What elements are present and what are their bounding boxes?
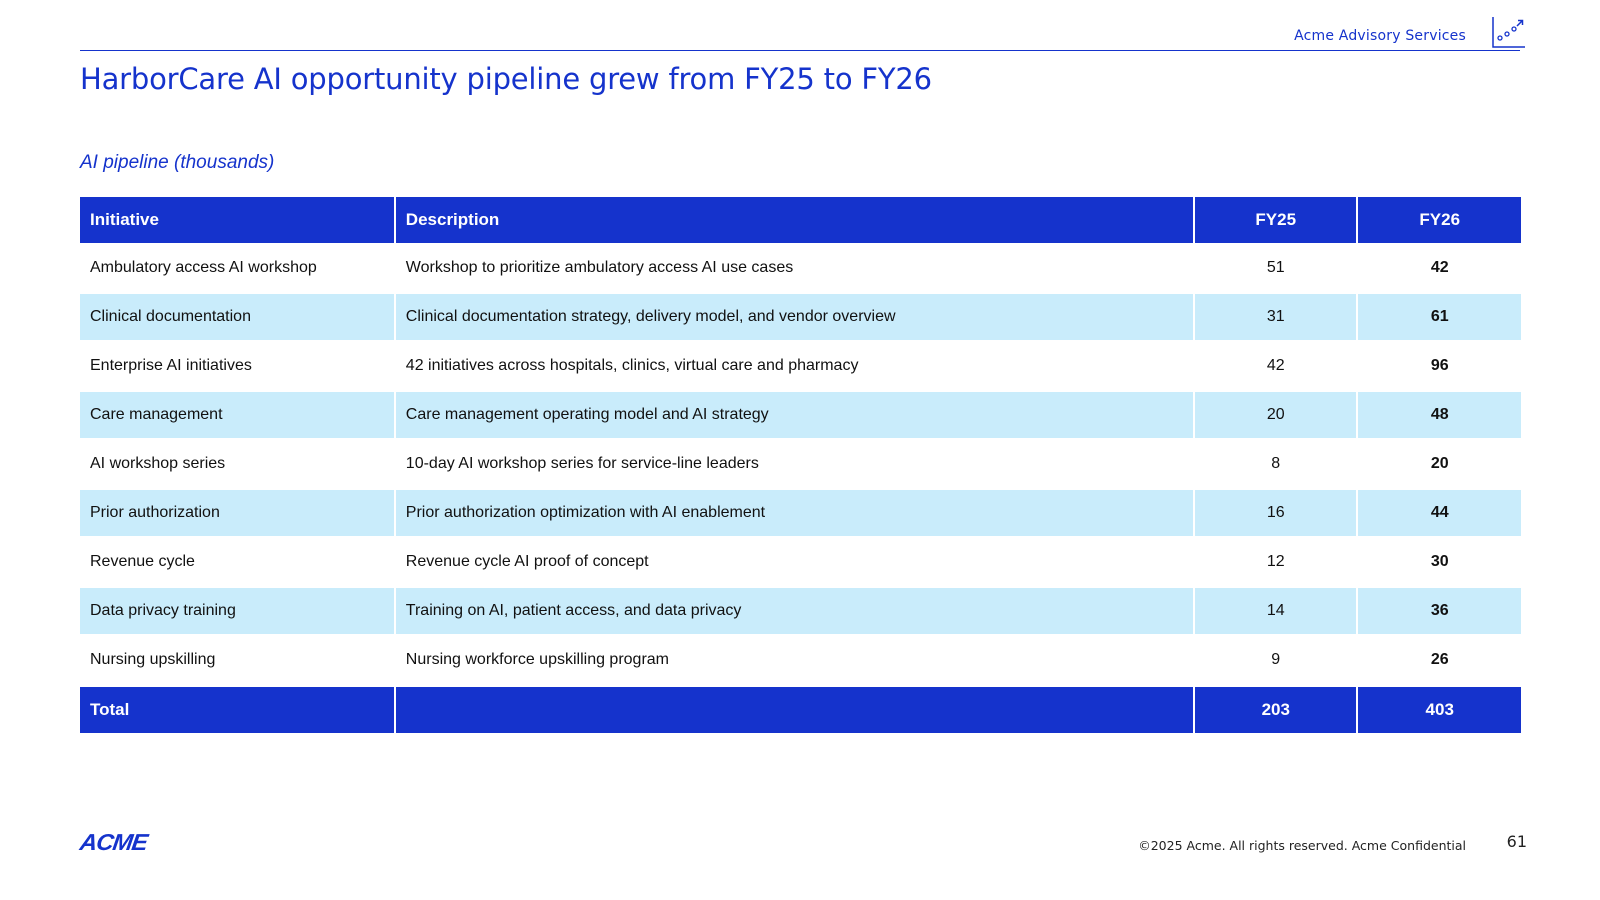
table-row: Nursing upskilling Nursing workforce ups… [80,635,1521,684]
table-caption: AI pipeline (thousands) [80,152,274,174]
page-title: HarborCare AI opportunity pipeline grew … [80,62,932,96]
total-row: Total 203 403 [80,684,1521,733]
initiative-cell: Nursing upskilling [80,635,394,684]
pipeline-table: Initiative Description FY25 FY26 Ambulat… [78,197,1523,733]
table-row: Data privacy training Training on AI, pa… [80,586,1521,635]
fy26-cell: 36 [1358,586,1521,635]
fy26-cell: 30 [1358,537,1521,586]
description-cell: Workshop to prioritize ambulatory access… [396,243,1193,292]
column-header-description: Description [396,197,1193,243]
table-row: Revenue cycle Revenue cycle AI proof of … [80,537,1521,586]
fy26-cell: 26 [1358,635,1521,684]
table-row: Clinical documentation Clinical document… [80,292,1521,341]
fy25-cell: 20 [1195,390,1356,439]
description-cell: 10-day AI workshop series for service-li… [396,439,1193,488]
initiative-cell: Clinical documentation [80,292,394,341]
brand-name: Acme Advisory Services [1294,28,1466,44]
table-row: Ambulatory access AI workshop Workshop t… [80,243,1521,292]
header-divider [80,50,1520,51]
fy26-cell: 44 [1358,488,1521,537]
fy25-cell: 42 [1195,341,1356,390]
column-header-initiative: Initiative [80,197,394,243]
description-cell: Prior authorization optimization with AI… [396,488,1193,537]
description-cell: Training on AI, patient access, and data… [396,586,1193,635]
table-row: Care management Care management operatin… [80,390,1521,439]
fy26-cell: 61 [1358,292,1521,341]
fy25-cell: 16 [1195,488,1356,537]
initiative-cell: Prior authorization [80,488,394,537]
page-number: 61 [1507,832,1527,851]
fy25-cell: 9 [1195,635,1356,684]
fy26-cell: 48 [1358,390,1521,439]
table-row: Enterprise AI initiatives 42 initiatives… [80,341,1521,390]
total-description-cell [396,684,1193,733]
copyright-notice: ©2025 Acme. All rights reserved. Acme Co… [1138,838,1466,853]
description-cell: Revenue cycle AI proof of concept [396,537,1193,586]
total-fy26: 403 [1358,684,1521,733]
initiative-cell: AI workshop series [80,439,394,488]
column-header-fy26: FY26 [1358,197,1521,243]
initiative-cell: Revenue cycle [80,537,394,586]
acme-logo: ACME [78,829,149,856]
fy25-cell: 31 [1195,292,1356,341]
initiative-cell: Care management [80,390,394,439]
fy25-cell: 51 [1195,243,1356,292]
fy25-cell: 12 [1195,537,1356,586]
fy25-cell: 14 [1195,586,1356,635]
description-cell: Care management operating model and AI s… [396,390,1193,439]
fy26-cell: 96 [1358,341,1521,390]
initiative-cell: Data privacy training [80,586,394,635]
initiative-cell: Enterprise AI initiatives [80,341,394,390]
total-fy25: 203 [1195,684,1356,733]
table-header-row: Initiative Description FY25 FY26 [80,197,1521,243]
description-cell: 42 initiatives across hospitals, clinics… [396,341,1193,390]
description-cell: Nursing workforce upskilling program [396,635,1193,684]
table-row: AI workshop series 10-day AI workshop se… [80,439,1521,488]
fy26-cell: 20 [1358,439,1521,488]
fy25-cell: 8 [1195,439,1356,488]
table-row: Prior authorization Prior authorization … [80,488,1521,537]
total-label: Total [80,684,394,733]
column-header-fy25: FY25 [1195,197,1356,243]
initiative-cell: Ambulatory access AI workshop [80,243,394,292]
description-cell: Clinical documentation strategy, deliver… [396,292,1193,341]
fy26-cell: 42 [1358,243,1521,292]
rising-dots-arrow-icon [1492,16,1526,48]
